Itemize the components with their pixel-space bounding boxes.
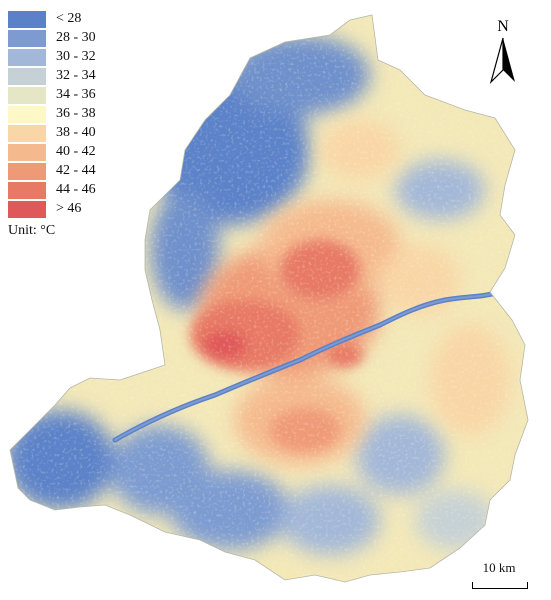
legend-swatch: [8, 48, 46, 66]
legend-rows: < 28 28 - 30 30 - 32 32 - 34 34 - 36 36 - 38 3…: [8, 10, 158, 218]
legend-swatch: [8, 10, 46, 28]
scale-bar-line: [472, 582, 528, 589]
river-highlight: [114, 291, 501, 441]
legend-item: 34 - 36: [8, 86, 158, 104]
legend-swatch: [8, 124, 46, 142]
legend-swatch: [8, 143, 46, 161]
legend-label: < 28: [56, 11, 82, 26]
legend-item: < 28: [8, 10, 158, 28]
legend-item: 32 - 34: [8, 67, 158, 85]
legend-swatch: [8, 162, 46, 180]
legend-label: 32 - 34: [56, 68, 96, 83]
legend-item: 28 - 30: [8, 29, 158, 47]
legend-swatch: [8, 181, 46, 199]
legend-item: > 46: [8, 200, 158, 218]
legend-swatch: [8, 105, 46, 123]
north-arrow-icon: [489, 37, 515, 85]
legend-item: 44 - 46: [8, 181, 158, 199]
legend: < 28 28 - 30 30 - 32 32 - 34 34 - 36 36 - 38 3…: [8, 10, 158, 239]
legend-swatch: [8, 200, 46, 218]
legend-label: 38 - 40: [56, 125, 96, 140]
north-arrow: N: [488, 18, 518, 88]
legend-item: 36 - 38: [8, 105, 158, 123]
legend-label: 40 - 42: [56, 144, 96, 159]
legend-swatch: [8, 29, 46, 47]
legend-item: 42 - 44: [8, 162, 158, 180]
legend-label: 42 - 44: [56, 163, 96, 178]
legend-label: 30 - 32: [56, 49, 96, 64]
legend-swatch: [8, 67, 46, 85]
north-letter: N: [497, 18, 509, 35]
legend-swatch: [8, 86, 46, 104]
legend-label: 36 - 38: [56, 106, 96, 121]
legend-label: 44 - 46: [56, 182, 96, 197]
legend-item: 40 - 42: [8, 143, 158, 161]
legend-unit: Unit: °C: [8, 223, 56, 238]
legend-item: 30 - 32: [8, 48, 158, 66]
scale-bar: 10 km: [470, 560, 528, 590]
legend-item: 38 - 40: [8, 124, 158, 142]
legend-label: 34 - 36: [56, 87, 96, 102]
legend-label: > 46: [56, 201, 82, 216]
legend-label: 28 - 30: [56, 30, 96, 45]
scale-bar-label: 10 km: [482, 560, 516, 575]
